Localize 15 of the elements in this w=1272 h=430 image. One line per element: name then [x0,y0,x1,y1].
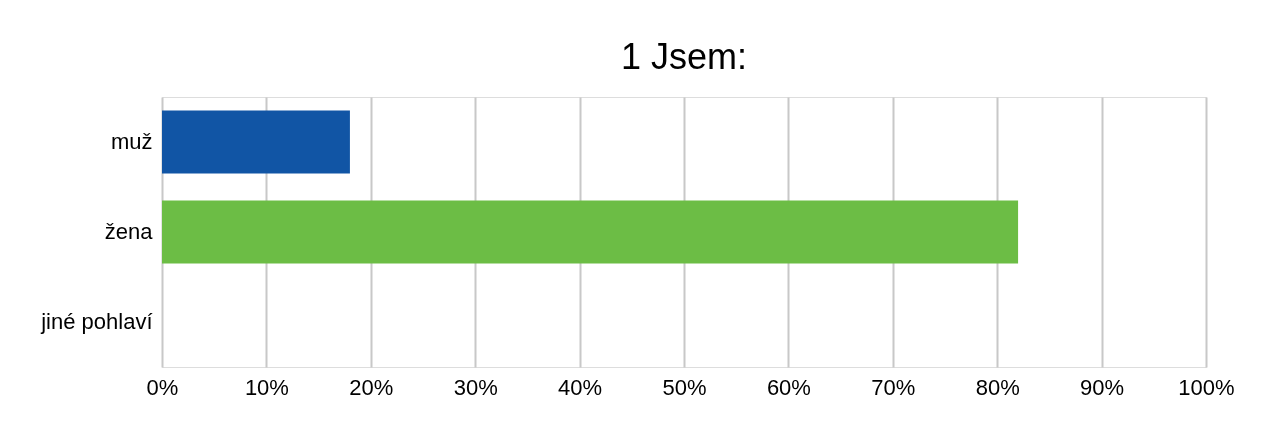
x-tick-label: 90% [1080,374,1125,400]
x-tick-label: 50% [662,374,707,400]
y-tick-label: jiné pohlaví [40,309,153,334]
x-tick-label: 100% [1178,374,1235,400]
x-tick-label: 0% [146,374,179,400]
x-tick-label: 20% [349,374,394,400]
x-tick-label: 10% [244,374,289,400]
x-tick-label: 40% [558,374,603,400]
x-tick-label: 30% [453,374,498,400]
x-tick-label: 60% [766,374,811,400]
x-tick-label: 80% [975,374,1020,400]
y-tick-label: muž [110,129,153,154]
y-tick-label: žena [104,219,154,244]
x-tick-label: 70% [871,374,916,400]
chart-title: 1 Jsem: [620,36,748,77]
